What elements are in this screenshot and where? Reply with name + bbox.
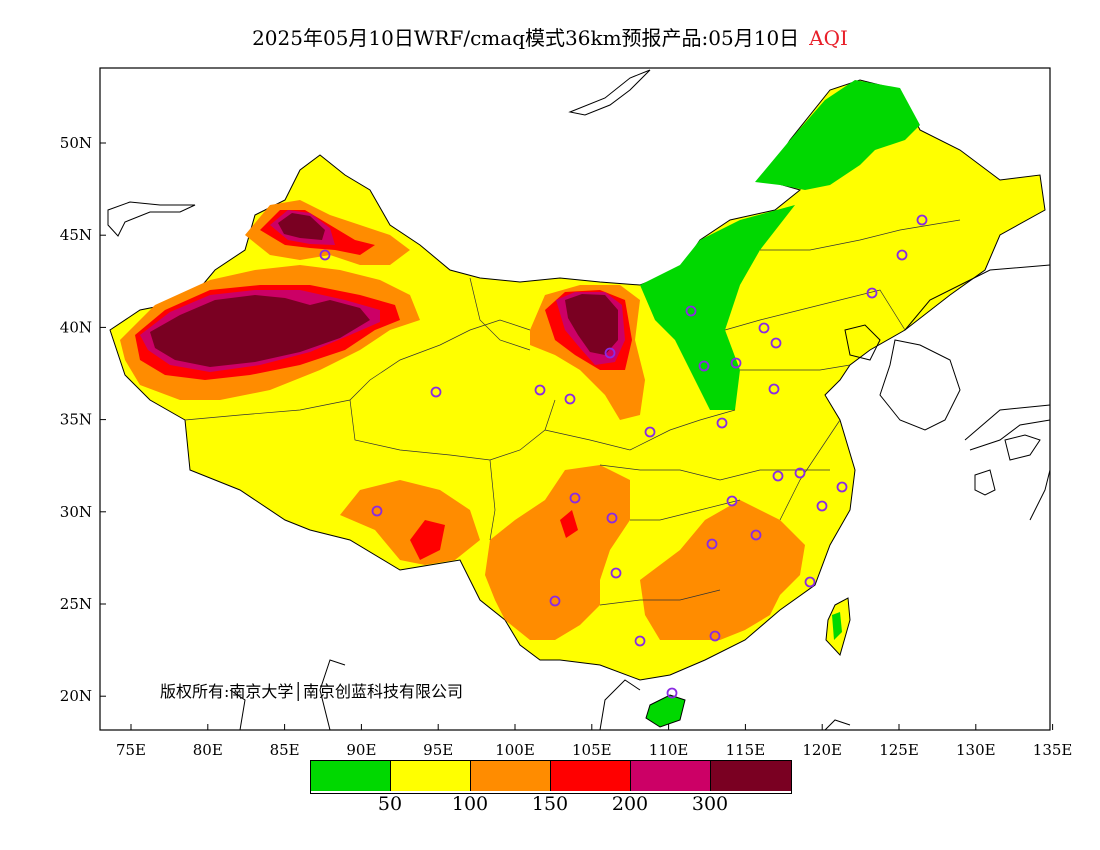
zone-medium-tibet [410, 520, 445, 560]
zone-light-tibet [340, 480, 480, 565]
legend-color-box [391, 761, 471, 791]
lat-tick-label: 35N [60, 411, 92, 429]
lon-axis: 75E 80E 85E 90E 95E 100E 105E 110E 115E 120E 125E 1… [116, 724, 1072, 759]
title-main: 2025年05月10日WRF/cmaq模式36km预报产品:05月10日 [252, 26, 800, 50]
zone-good-north [640, 205, 795, 410]
legend-color-box [311, 761, 391, 791]
legend-color-box [471, 761, 551, 791]
lat-tick-label: 50N [60, 134, 92, 152]
lon-tick-label: 95E [423, 741, 453, 759]
zone-light-central-south [640, 500, 805, 640]
legend-color-box [631, 761, 711, 791]
legend-threshold-label: 100 [451, 793, 489, 815]
legend-threshold-label: 300 [691, 793, 729, 815]
lon-tick-label: 90E [346, 741, 376, 759]
lat-tick-label: 25N [60, 595, 92, 613]
lon-tick-label: 135E [1033, 741, 1073, 759]
zone-light-southwest [485, 465, 630, 640]
coastlines [107, 69, 1051, 731]
lon-tick-label: 115E [726, 741, 766, 759]
city-markers [319, 214, 928, 699]
title-variable: AQI [809, 26, 848, 50]
lat-tick-label: 30N [60, 503, 92, 521]
lon-tick-label: 105E [572, 741, 612, 759]
legend-threshold-label: 50 [377, 793, 403, 815]
legend-threshold-label: 150 [531, 793, 569, 815]
zone-severe-xinjiang [150, 295, 370, 367]
copyright-credit: 版权所有:南京大学│南京创蓝科技有限公司 [160, 681, 463, 701]
plot-frame [99, 67, 1051, 731]
province-boundaries [184, 219, 961, 606]
lon-tick-label: 125E [879, 741, 919, 759]
lat-axis: 50N 45N 40N 35N 30N 25N 20N [60, 134, 106, 705]
lat-tick-label: 45N [60, 226, 92, 244]
lat-tick-label: 40N [60, 318, 92, 336]
zone-severe-north-xinjiang [278, 213, 325, 240]
lon-tick-label: 110E [649, 741, 689, 759]
aqi-legend [310, 760, 792, 794]
taiwan-green [832, 612, 842, 640]
zone-good-northeast [755, 80, 920, 190]
lon-tick-label: 100E [495, 741, 535, 759]
hainan-island [645, 694, 686, 728]
lat-tick-label: 20N [60, 687, 92, 705]
map-title: 2025年05月10日WRF/cmaq模式36km预报产品:05月10日 AQI [0, 22, 1100, 51]
legend-color-box [711, 761, 791, 791]
lon-tick-label: 130E [956, 741, 996, 759]
zone-severe-ordos [565, 294, 618, 355]
lon-tick-label: 75E [116, 741, 146, 759]
legend-threshold-label: 200 [611, 793, 649, 815]
lon-tick-label: 85E [270, 741, 300, 759]
zone-medium-sichuan [560, 510, 578, 538]
legend-color-box [551, 761, 631, 791]
lon-tick-label: 80E [193, 741, 223, 759]
aqi-legend-labels: 50 100 150 200 300 [0, 793, 1100, 819]
lon-tick-label: 120E [802, 741, 842, 759]
